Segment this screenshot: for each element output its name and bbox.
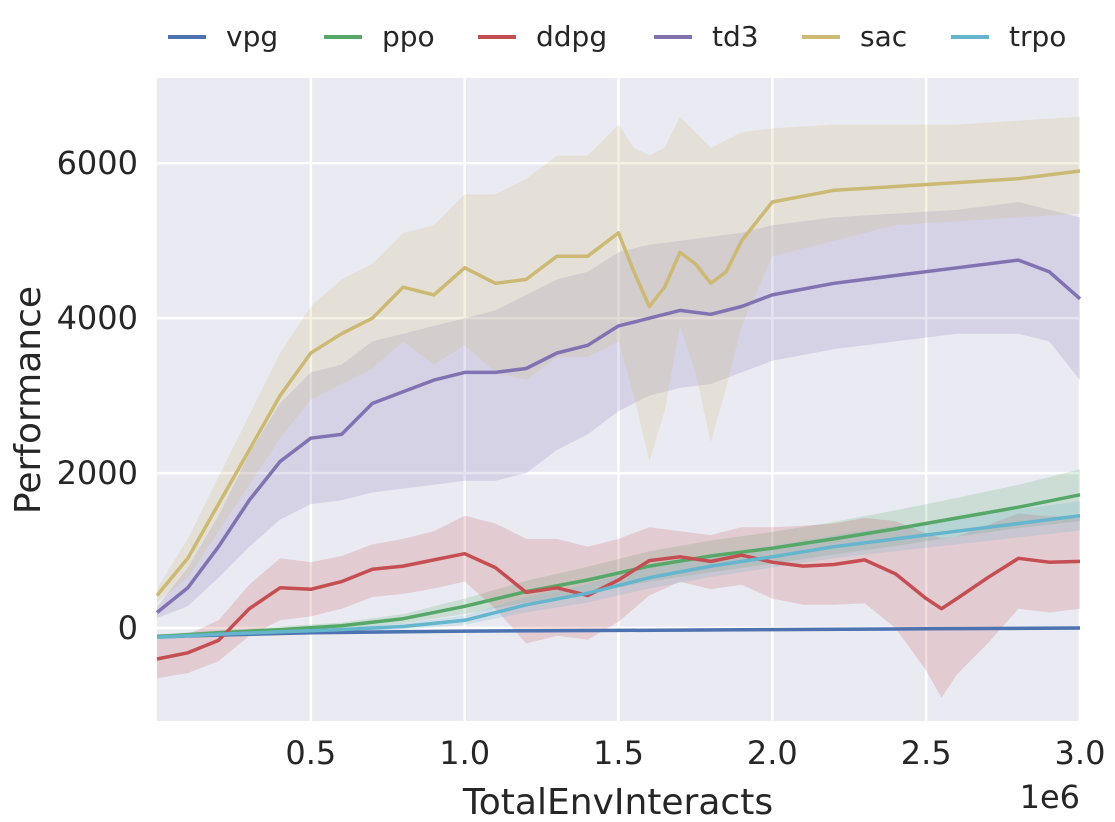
legend-item: td3 — [654, 20, 759, 53]
legend-label: ddpg — [536, 20, 607, 53]
legend-item: sac — [802, 20, 907, 53]
y-tick-label: 0 — [118, 609, 138, 647]
legend-label: vpg — [226, 20, 278, 53]
y-tick-label: 6000 — [57, 144, 138, 182]
x-tick-label: 2.5 — [901, 734, 952, 772]
y-tick-label: 4000 — [57, 299, 138, 337]
legend-item: ddpg — [478, 20, 607, 53]
y-axis-title: Performance — [8, 286, 49, 514]
x-tick-label: 1.0 — [439, 734, 490, 772]
legend-item: vpg — [168, 20, 278, 53]
x-tick-label: 2.0 — [747, 734, 798, 772]
x-axis-multiplier: 1e6 — [1020, 778, 1080, 816]
legend-item: trpo — [951, 20, 1066, 53]
legend-label: trpo — [1009, 20, 1066, 53]
legend-label: ppo — [382, 20, 435, 53]
vpg-line — [156, 626, 1081, 639]
x-tick-label: 3.0 — [1055, 734, 1106, 772]
legend: vpg ppo ddpg td3 sac trpo — [168, 20, 1066, 53]
sac-line — [155, 169, 1081, 597]
sac-band — [157, 116, 1080, 603]
td3-line — [155, 258, 1082, 614]
legend-label: td3 — [712, 20, 759, 53]
y-tick-label: 2000 — [57, 454, 138, 492]
ddpg-line — [156, 551, 1081, 661]
legend-label: sac — [860, 20, 907, 53]
td3-band — [157, 202, 1080, 618]
series-lines — [155, 169, 1082, 661]
x-axis-title: TotalEnvInteracts — [462, 782, 773, 822]
ppo-line — [156, 493, 1081, 639]
ddpg-band — [157, 513, 1080, 698]
legend-item: ppo — [324, 20, 435, 53]
x-tick-label: 0.5 — [285, 734, 336, 772]
x-tick-labels: 0.5 1.0 1.5 2.0 2.5 3.0 — [285, 734, 1105, 772]
x-tick-label: 1.5 — [593, 734, 644, 772]
y-tick-labels: 0 2000 4000 6000 — [57, 144, 138, 647]
trpo-line — [156, 513, 1081, 640]
